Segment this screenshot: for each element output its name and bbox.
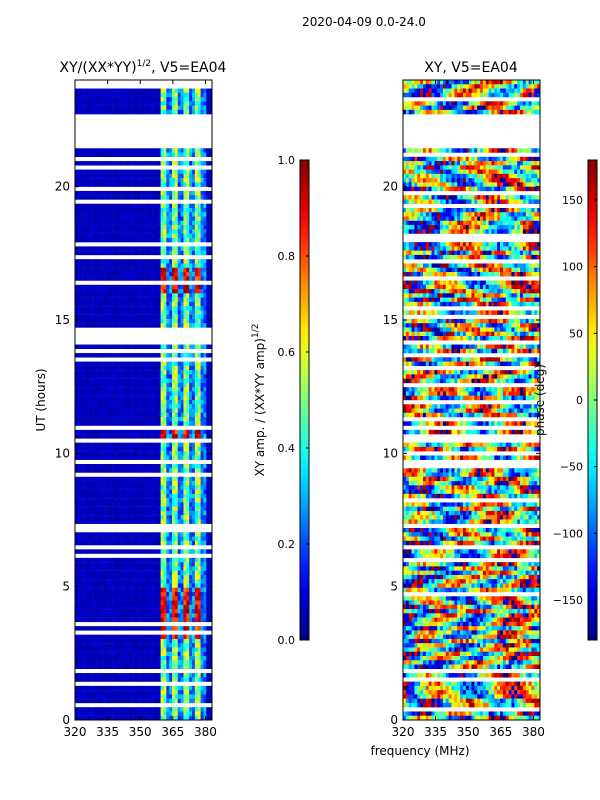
phase-colorbar: −150 −100 −50 0 50 100 150 — [553, 159, 598, 641]
x-tick-label: 335 — [424, 725, 447, 739]
x-tick-label: 335 — [96, 725, 119, 739]
y-tick-label: 10 — [383, 446, 398, 460]
x-tick-label: 320 — [64, 725, 87, 739]
phase-colorbar-label: phase (deg) — [533, 364, 547, 436]
amplitude-colorbar: 0.0 0.2 0.4 0.6 0.8 1.0 — [278, 154, 310, 647]
colorbar-tick-label: 50 — [569, 327, 583, 340]
colorbar-tick-label: 100 — [562, 261, 583, 274]
y-tick-label: 15 — [383, 313, 398, 327]
plot-frame — [74, 79, 213, 721]
colorbar-tick-label: 150 — [562, 194, 583, 207]
left-panel-title: XY/(XX*YY)1/2, V5=EA04 — [60, 59, 227, 76]
y-tick-label: 0 — [390, 713, 398, 727]
x-tick-label: 380 — [522, 725, 545, 739]
colorbar-tick-label: 0.2 — [278, 538, 296, 551]
amplitude-colorbar-label: XY amp. / (XX*YY amp)1/2 — [251, 324, 267, 477]
y-tick-label: 10 — [55, 446, 70, 460]
y-tick-label: 20 — [383, 180, 398, 194]
colorbar-tick-label: −50 — [560, 461, 583, 474]
colorbar-tick-label: 0.8 — [278, 250, 296, 263]
colorbar-tick-label: −100 — [553, 527, 583, 540]
x-tick-label: 350 — [457, 725, 480, 739]
colorbar-tick-label: 0.6 — [278, 346, 296, 359]
colorbar-tick-label: 0 — [576, 394, 583, 407]
x-tick-label: 380 — [194, 725, 217, 739]
x-axis-label: frequency (MHz) — [370, 744, 469, 758]
x-tick-label: 365 — [489, 725, 512, 739]
y-tick-label: 5 — [390, 580, 398, 594]
x-tick-label: 320 — [392, 725, 415, 739]
left-heatmap-plot: 320 335 350 365 380 0 5 10 15 20 — [55, 79, 217, 739]
right-panel-title: XY, V5=EA04 — [424, 60, 518, 76]
colorbar-tick-label: 0.4 — [278, 442, 296, 455]
plot-frame — [402, 79, 541, 721]
right-heatmap-plot: 320 335 350 365 380 0 5 10 15 20 — [383, 79, 545, 739]
x-tick-label: 350 — [129, 725, 152, 739]
y-tick-label: 5 — [62, 580, 70, 594]
y-tick-label: 15 — [55, 313, 70, 327]
colorbar-tick-label: −150 — [553, 594, 583, 607]
x-tick-label: 365 — [161, 725, 184, 739]
y-tick-label: 0 — [62, 713, 70, 727]
colorbar-tick-label: 1.0 — [278, 154, 296, 167]
colorbar-gradient — [299, 159, 310, 641]
left-y-axis-label: UT (hours) — [34, 368, 48, 431]
y-tick-label: 20 — [55, 180, 70, 194]
colorbar-tick-label: 0.0 — [278, 634, 296, 647]
figure-title: 2020-04-09 0.0-24.0 — [302, 15, 426, 29]
